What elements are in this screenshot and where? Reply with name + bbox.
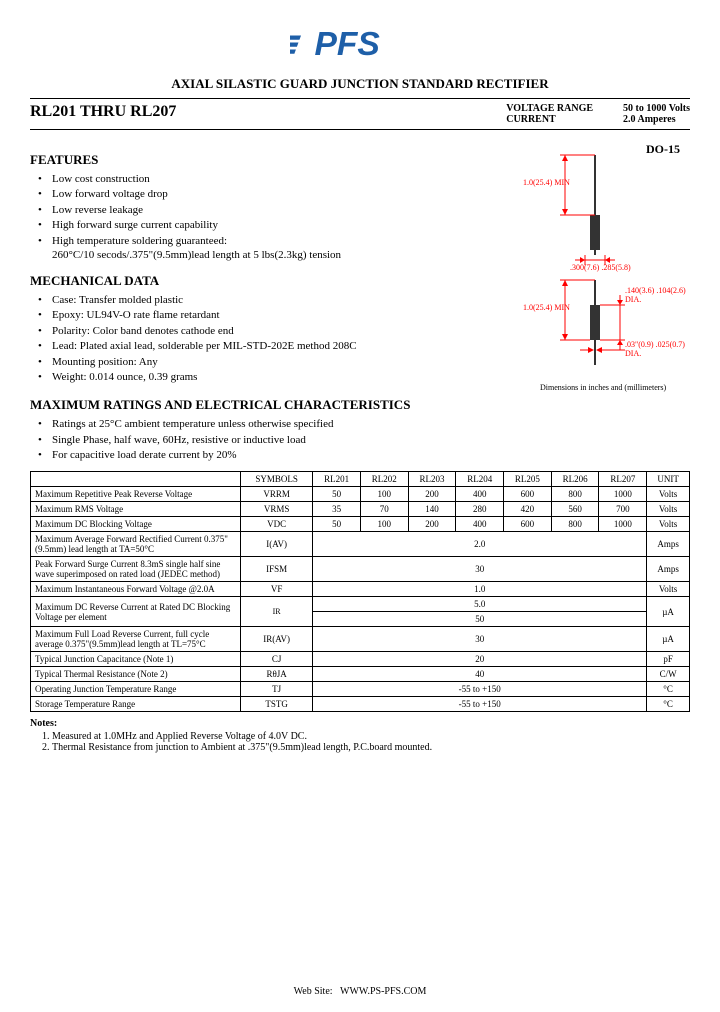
table-row: Maximum Average Forward Rectified Curren… bbox=[31, 532, 690, 557]
table-row: Maximum DC Reverse Current at Rated DC B… bbox=[31, 597, 690, 612]
current-label: CURRENT bbox=[506, 114, 593, 125]
mech-item: Mounting position: Any bbox=[38, 355, 505, 370]
notes-section: Notes: Measured at 1.0MHz and Applied Re… bbox=[30, 718, 690, 753]
col-part: RL202 bbox=[360, 472, 408, 487]
table-row: Typical Junction Capacitance (Note 1)CJ2… bbox=[31, 652, 690, 667]
rating-note: Ratings at 25°C ambient temperature unle… bbox=[38, 417, 505, 432]
package-diagram-area: DO-15 bbox=[520, 140, 690, 463]
mech-item: Case: Transfer molded plastic bbox=[38, 293, 505, 308]
col-part: RL204 bbox=[456, 472, 504, 487]
current-value: 2.0 Amperes bbox=[623, 114, 690, 125]
col-part: RL207 bbox=[599, 472, 647, 487]
feature-item: Low forward voltage drop bbox=[38, 187, 505, 202]
ratings-table-wrapper: SYMBOLS RL201 RL202 RL203 RL204 RL205 RL… bbox=[30, 471, 690, 712]
table-row: Operating Junction Temperature RangeTJ-5… bbox=[31, 682, 690, 697]
mech-item: Epoxy: UL94V-O rate flame retardant bbox=[38, 308, 505, 323]
footer: Web Site: WWW.PS-PFS.COM bbox=[0, 986, 720, 997]
dim-3: .140(3.6) .104(2.6) DIA. bbox=[625, 286, 690, 304]
dim-5: .03"(0.9) .025(0.7) DIA. bbox=[625, 340, 690, 358]
feature-note: 260°C/10 secods/.375"(9.5mm)lead length … bbox=[30, 249, 505, 261]
table-row: Peak Forward Surge Current 8.3mS single … bbox=[31, 557, 690, 582]
col-part: RL206 bbox=[551, 472, 599, 487]
company-logo: PFS bbox=[30, 20, 690, 68]
table-row: Storage Temperature RangeTSTG-55 to +150… bbox=[31, 697, 690, 712]
mech-item: Lead: Plated axial lead, solderable per … bbox=[38, 339, 505, 354]
col-part: RL201 bbox=[313, 472, 361, 487]
notes-title: Notes: bbox=[30, 718, 690, 729]
rating-note: For capacitive load derate current by 20… bbox=[38, 448, 505, 463]
ratings-table: SYMBOLS RL201 RL202 RL203 RL204 RL205 RL… bbox=[30, 471, 690, 712]
dim-caption: Dimensions in inches and (millimeters) bbox=[540, 383, 666, 392]
ratings-title: MAXIMUM RATINGS AND ELECTRICAL CHARACTER… bbox=[30, 397, 505, 413]
table-row: Maximum DC Blocking VoltageVDC5010020040… bbox=[31, 517, 690, 532]
voltage-value: 50 to 1000 Volts bbox=[623, 103, 690, 114]
dim-4: 1.0(25.4) MIN bbox=[523, 303, 570, 312]
mech-item: Polarity: Color band denotes cathode end bbox=[38, 324, 505, 339]
table-row: Maximum RMS VoltageVRMS35701402804205607… bbox=[31, 502, 690, 517]
note-item: Measured at 1.0MHz and Applied Reverse V… bbox=[52, 731, 690, 742]
main-title: AXIAL SILASTIC GUARD JUNCTION STANDARD R… bbox=[30, 76, 690, 92]
features-list: Low cost construction Low forward voltag… bbox=[30, 172, 505, 249]
mechanical-title: MECHANICAL DATA bbox=[30, 273, 505, 289]
table-row: Maximum Full Load Reverse Current, full … bbox=[31, 627, 690, 652]
table-row: Maximum Repetitive Peak Reverse VoltageV… bbox=[31, 487, 690, 502]
mechanical-list: Case: Transfer molded plastic Epoxy: UL9… bbox=[30, 293, 505, 385]
datasheet-page: PFS AXIAL SILASTIC GUARD JUNCTION STANDA… bbox=[0, 0, 720, 773]
feature-item: Low cost construction bbox=[38, 172, 505, 187]
dim-1: 1.0(25.4) MIN bbox=[523, 178, 570, 187]
content-left: FEATURES Low cost construction Low forwa… bbox=[30, 140, 505, 463]
header-box: RL201 THRU RL207 VOLTAGE RANGE CURRENT 5… bbox=[30, 98, 690, 130]
footer-label: Web Site: bbox=[294, 986, 333, 997]
feature-item: Low reverse leakage bbox=[38, 203, 505, 218]
mech-item: Weight: 0.014 ounce, 0.39 grams bbox=[38, 370, 505, 385]
svg-text:PFS: PFS bbox=[315, 26, 381, 63]
dim-2: .300(7.6) .285(5.8) bbox=[570, 263, 631, 272]
col-part: RL205 bbox=[504, 472, 552, 487]
table-row: Typical Thermal Resistance (Note 2)RθJA4… bbox=[31, 667, 690, 682]
header-specs: VOLTAGE RANGE CURRENT 50 to 1000 Volts 2… bbox=[506, 103, 690, 125]
table-row: Maximum Instantaneous Forward Voltage @2… bbox=[31, 582, 690, 597]
col-unit: UNIT bbox=[647, 472, 690, 487]
notes-list: Measured at 1.0MHz and Applied Reverse V… bbox=[30, 731, 690, 753]
col-part: RL203 bbox=[408, 472, 456, 487]
feature-item: High forward surge current capability bbox=[38, 218, 505, 233]
package-diagram: DO-15 bbox=[520, 140, 690, 410]
ratings-list: Ratings at 25°C ambient temperature unle… bbox=[30, 417, 505, 463]
features-title: FEATURES bbox=[30, 152, 505, 168]
table-header-row: SYMBOLS RL201 RL202 RL203 RL204 RL205 RL… bbox=[31, 472, 690, 487]
part-range: RL201 THRU RL207 bbox=[30, 103, 506, 125]
feature-item: High temperature soldering guaranteed: bbox=[38, 234, 505, 249]
col-symbol: SYMBOLS bbox=[241, 472, 313, 487]
voltage-label: VOLTAGE RANGE bbox=[506, 103, 593, 114]
rating-note: Single Phase, half wave, 60Hz, resistive… bbox=[38, 433, 505, 448]
footer-url: WWW.PS-PFS.COM bbox=[340, 986, 426, 997]
content-row: FEATURES Low cost construction Low forwa… bbox=[30, 140, 690, 463]
note-item: Thermal Resistance from junction to Ambi… bbox=[52, 742, 690, 753]
